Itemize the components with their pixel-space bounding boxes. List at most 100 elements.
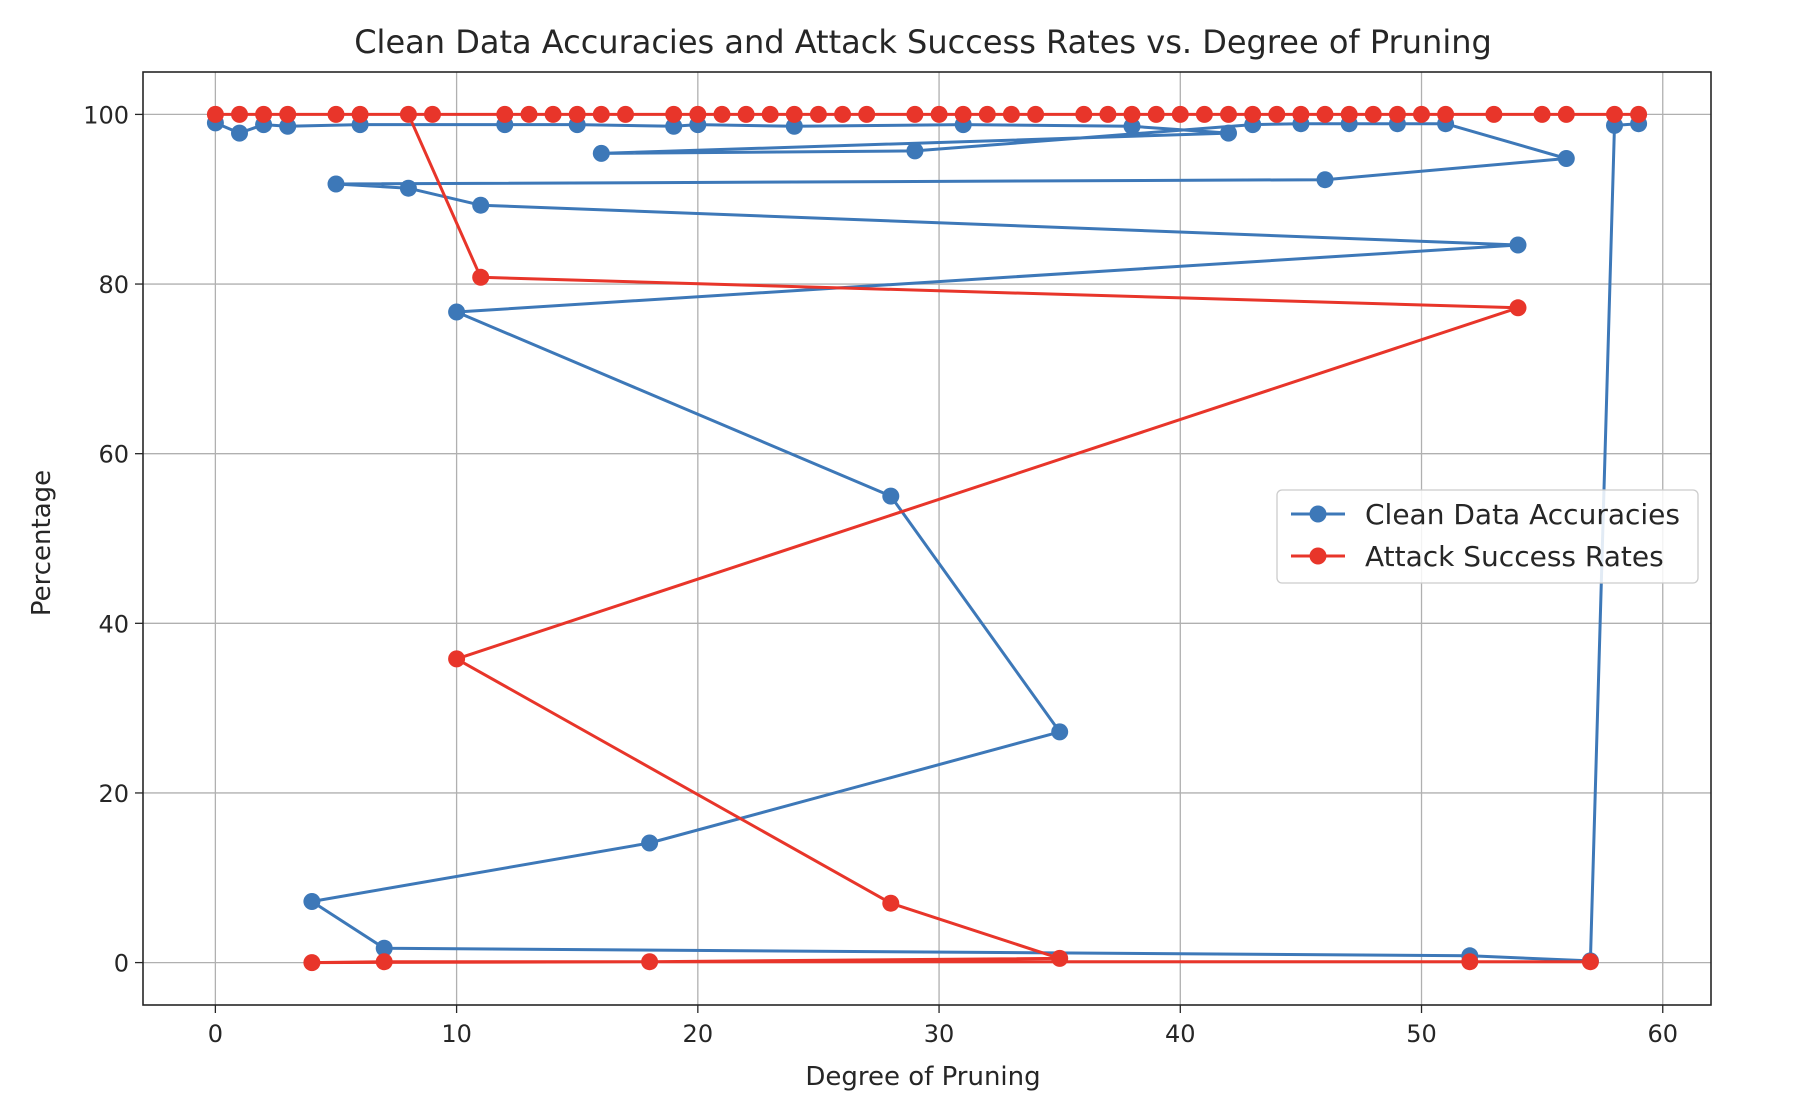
data-point	[1557, 105, 1575, 123]
data-point	[1195, 105, 1213, 123]
data-point	[1388, 105, 1406, 123]
axis-ticks: 0 10 20 30 40 50 60 0 20 40 60 80 100	[83, 101, 1678, 1048]
data-point	[520, 105, 538, 123]
data-point	[592, 144, 610, 162]
data-point	[906, 142, 924, 160]
data-point	[1509, 299, 1527, 317]
data-point	[1099, 105, 1117, 123]
data-point	[1123, 105, 1141, 123]
data-point	[689, 105, 707, 123]
data-point	[1123, 117, 1141, 135]
x-tick-label: 40	[1165, 1020, 1196, 1048]
data-point	[496, 105, 514, 123]
data-point	[1606, 105, 1623, 123]
data-point	[1461, 953, 1479, 971]
data-point	[737, 105, 755, 123]
data-point	[641, 834, 659, 852]
data-point	[279, 117, 297, 135]
data-point	[472, 196, 490, 214]
y-tick-label: 20	[98, 780, 129, 808]
chart-title: Clean Data Accuracies and Attack Success…	[354, 23, 1492, 61]
data-point	[1075, 105, 1093, 123]
x-tick-label: 50	[1406, 1020, 1437, 1048]
data-point	[1630, 105, 1648, 123]
data-point	[954, 105, 972, 123]
legend-swatch-marker	[1309, 547, 1327, 565]
data-point	[448, 303, 466, 321]
data-point	[568, 105, 586, 123]
legend-item: Clean Data Accuracies	[1291, 498, 1680, 531]
data-point	[206, 105, 224, 123]
x-tick-label: 20	[683, 1020, 714, 1048]
data-point	[1485, 105, 1503, 123]
data-point	[906, 105, 924, 123]
data-point	[592, 105, 610, 123]
x-tick-label: 10	[441, 1020, 472, 1048]
x-tick-label: 60	[1647, 1020, 1678, 1048]
data-point	[1509, 236, 1527, 254]
x-axis-label: Degree of Pruning	[805, 1062, 1040, 1092]
y-axis-label: Percentage	[27, 470, 57, 616]
data-point	[351, 105, 369, 123]
data-point	[448, 650, 466, 668]
data-point	[1244, 105, 1262, 123]
data-point	[882, 487, 900, 505]
data-point	[303, 954, 321, 972]
data-point	[255, 105, 273, 123]
y-tick-label: 60	[98, 441, 129, 469]
data-point	[1557, 150, 1575, 167]
data-point	[978, 105, 996, 123]
legend-label: Clean Data Accuracies	[1365, 498, 1680, 531]
data-point	[882, 894, 900, 912]
data-point	[279, 105, 297, 123]
series-line	[214, 121, 1639, 963]
x-tick-label: 30	[924, 1020, 955, 1048]
data-point	[1002, 105, 1020, 123]
data-point	[327, 175, 345, 193]
data-point	[785, 105, 803, 123]
data-point	[472, 268, 490, 286]
data-point	[1437, 105, 1455, 123]
data-point	[930, 105, 948, 123]
y-tick-label: 100	[83, 101, 129, 129]
data-point	[375, 939, 393, 957]
data-point	[1581, 953, 1599, 971]
data-point	[665, 117, 683, 135]
data-point	[1292, 105, 1310, 123]
data-point	[1340, 105, 1358, 123]
data-point	[1268, 105, 1286, 123]
plot-frame	[142, 71, 1712, 1006]
plot-series	[206, 105, 1648, 972]
data-point	[327, 105, 345, 123]
y-tick-label: 0	[114, 950, 129, 978]
data-point	[761, 105, 779, 123]
legend-box	[1276, 489, 1699, 584]
y-tick-label: 40	[98, 610, 129, 638]
data-point	[1413, 105, 1430, 123]
data-point	[1171, 105, 1189, 123]
data-point	[1051, 723, 1069, 741]
data-point	[399, 179, 417, 197]
data-point	[231, 124, 248, 142]
data-point	[858, 105, 876, 123]
legend-item: Attack Success Rates	[1291, 540, 1664, 573]
data-point	[665, 105, 683, 123]
data-point	[1147, 105, 1165, 123]
data-point	[231, 105, 248, 123]
data-point	[303, 893, 321, 910]
data-point	[375, 953, 393, 971]
data-point	[617, 105, 634, 123]
data-point	[1316, 171, 1334, 189]
data-point	[641, 953, 659, 971]
data-point	[1316, 105, 1334, 123]
data-point	[809, 105, 827, 123]
x-tick-label: 0	[208, 1020, 223, 1048]
data-point	[424, 105, 441, 123]
data-point	[1533, 105, 1551, 123]
y-tick-label: 80	[98, 271, 129, 299]
data-point	[1364, 105, 1382, 123]
series-2	[206, 105, 1648, 972]
data-point	[834, 105, 852, 123]
data-point	[1051, 949, 1069, 967]
